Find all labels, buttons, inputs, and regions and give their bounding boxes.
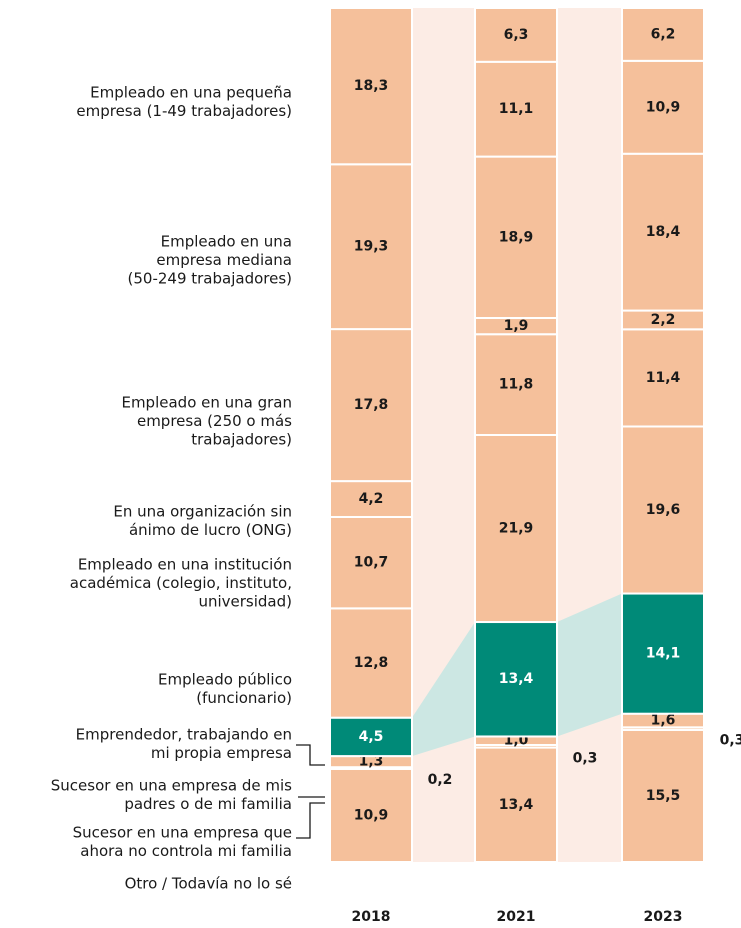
category-label: académica (colegio, instituto, <box>70 574 292 592</box>
category-label: mi propia empresa <box>151 744 292 762</box>
value-label: 0,3 <box>720 733 741 749</box>
value-label: 1,3 <box>359 754 384 770</box>
highlight-connector <box>412 622 475 757</box>
value-label: 1,6 <box>651 713 676 729</box>
value-label: 18,3 <box>354 78 389 94</box>
value-label: 19,3 <box>354 239 389 255</box>
value-label: 4,2 <box>359 491 384 507</box>
category-label: Empleado en una <box>161 233 292 251</box>
category-label: En una organización sin <box>113 503 292 521</box>
bar-segment <box>474 155 558 320</box>
bar-segment <box>329 480 413 518</box>
value-label: 10,9 <box>354 807 389 823</box>
bar-segment <box>329 328 413 483</box>
value-label: 18,4 <box>646 224 681 240</box>
bar-segment <box>329 163 413 331</box>
category-label: Empleado en una institución <box>78 556 292 574</box>
category-label: empresa (250 o más <box>137 412 292 430</box>
bar-segment <box>329 767 413 863</box>
bar-segment <box>474 621 558 738</box>
x-tick-label: 2018 <box>352 909 391 925</box>
value-label: 6,3 <box>504 27 529 43</box>
category-label: empresa (1-49 trabajadores) <box>76 102 292 120</box>
value-label: 2,2 <box>651 312 676 328</box>
connector-band <box>557 8 622 862</box>
value-label: 18,9 <box>499 229 534 245</box>
category-label: ánimo de lucro (ONG) <box>129 521 292 539</box>
bar-segment <box>329 7 413 166</box>
label-bracket <box>296 802 325 839</box>
value-label: 11,4 <box>646 370 681 386</box>
x-tick-label: 2023 <box>644 909 683 925</box>
category-label: empresa mediana <box>156 251 292 269</box>
value-label: 6,2 <box>651 26 676 42</box>
bar-segment <box>621 328 705 428</box>
value-label: 12,8 <box>354 655 389 671</box>
bar-segment <box>474 60 558 158</box>
value-label: 11,8 <box>499 377 534 393</box>
bar-segment <box>621 7 705 62</box>
category-label: Sucesor en una empresa que <box>73 824 292 842</box>
category-label: (funcionario) <box>196 689 292 707</box>
category-label: universidad) <box>198 593 292 611</box>
value-label: 13,4 <box>499 671 534 687</box>
value-label: 13,4 <box>499 797 534 813</box>
category-label: trabajadores) <box>191 431 292 449</box>
category-label: Emprendedor, trabajando en <box>76 726 292 744</box>
bar-segment <box>474 333 558 436</box>
bar-segment <box>621 59 705 155</box>
highlight-connector <box>557 593 622 737</box>
category-label: Otro / Todavía no lo sé <box>125 875 292 893</box>
value-label: 19,6 <box>646 502 681 518</box>
value-label: 10,7 <box>354 555 389 571</box>
value-label: 10,9 <box>646 99 681 115</box>
bar-segment <box>621 152 705 312</box>
value-label: 14,1 <box>646 646 681 662</box>
bar-segment <box>621 592 705 715</box>
category-label: Empleado en una gran <box>121 394 292 412</box>
category-label: ahora no controla mi familia <box>80 842 292 860</box>
value-label: 17,8 <box>354 397 389 413</box>
bar-segment <box>474 7 558 63</box>
category-label: (50-249 trabajadores) <box>128 270 293 288</box>
category-label: Sucesor en una empresa de mis <box>51 777 292 795</box>
label-bracket <box>296 744 325 766</box>
value-label: 0,2 <box>428 772 453 788</box>
value-label: 11,1 <box>499 101 534 117</box>
value-label: 1,9 <box>504 318 529 334</box>
category-label: padres o de mi familia <box>124 795 292 813</box>
value-label: 0,3 <box>573 750 598 766</box>
value-label: 21,9 <box>499 521 534 537</box>
x-tick-label: 2021 <box>497 909 536 925</box>
value-label: 4,5 <box>359 729 384 745</box>
value-label: 15,5 <box>646 788 681 804</box>
category-label: Empleado en una pequeña <box>90 84 292 102</box>
category-label: Empleado público <box>158 671 292 689</box>
